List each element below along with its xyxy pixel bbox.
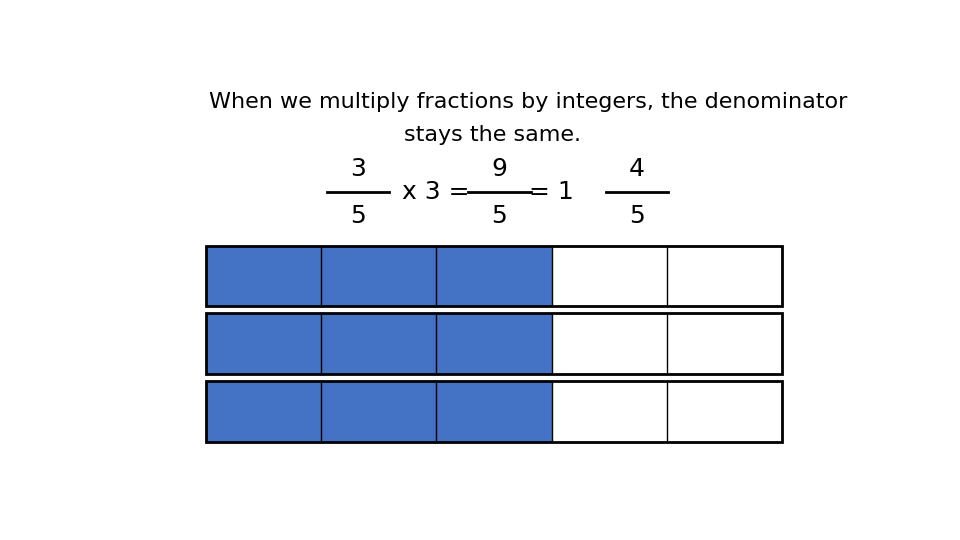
Bar [205,246,321,306]
Text: 9: 9 [492,157,508,181]
Bar [667,381,782,442]
Text: When we multiply fractions by integers, the denominator: When we multiply fractions by integers, … [209,92,848,112]
Bar [205,381,321,442]
Bar [436,313,551,374]
Bar [551,246,667,306]
Text: 5: 5 [492,204,507,228]
Text: 3: 3 [350,157,366,181]
Bar [551,381,667,442]
Bar [205,313,782,374]
Bar [321,313,436,374]
Bar [205,313,321,374]
Bar [667,313,782,374]
Text: 5: 5 [350,204,366,228]
Text: x 3 =: x 3 = [402,180,470,204]
Bar [436,381,551,442]
Bar [321,381,436,442]
Text: = 1: = 1 [529,180,574,204]
Bar [667,246,782,306]
Bar [321,246,436,306]
Bar [205,246,782,306]
Text: stays the same.: stays the same. [403,125,581,145]
Bar [551,313,667,374]
Bar [436,246,551,306]
Text: 5: 5 [629,204,645,228]
Bar [205,381,782,442]
Text: 4: 4 [629,157,645,181]
